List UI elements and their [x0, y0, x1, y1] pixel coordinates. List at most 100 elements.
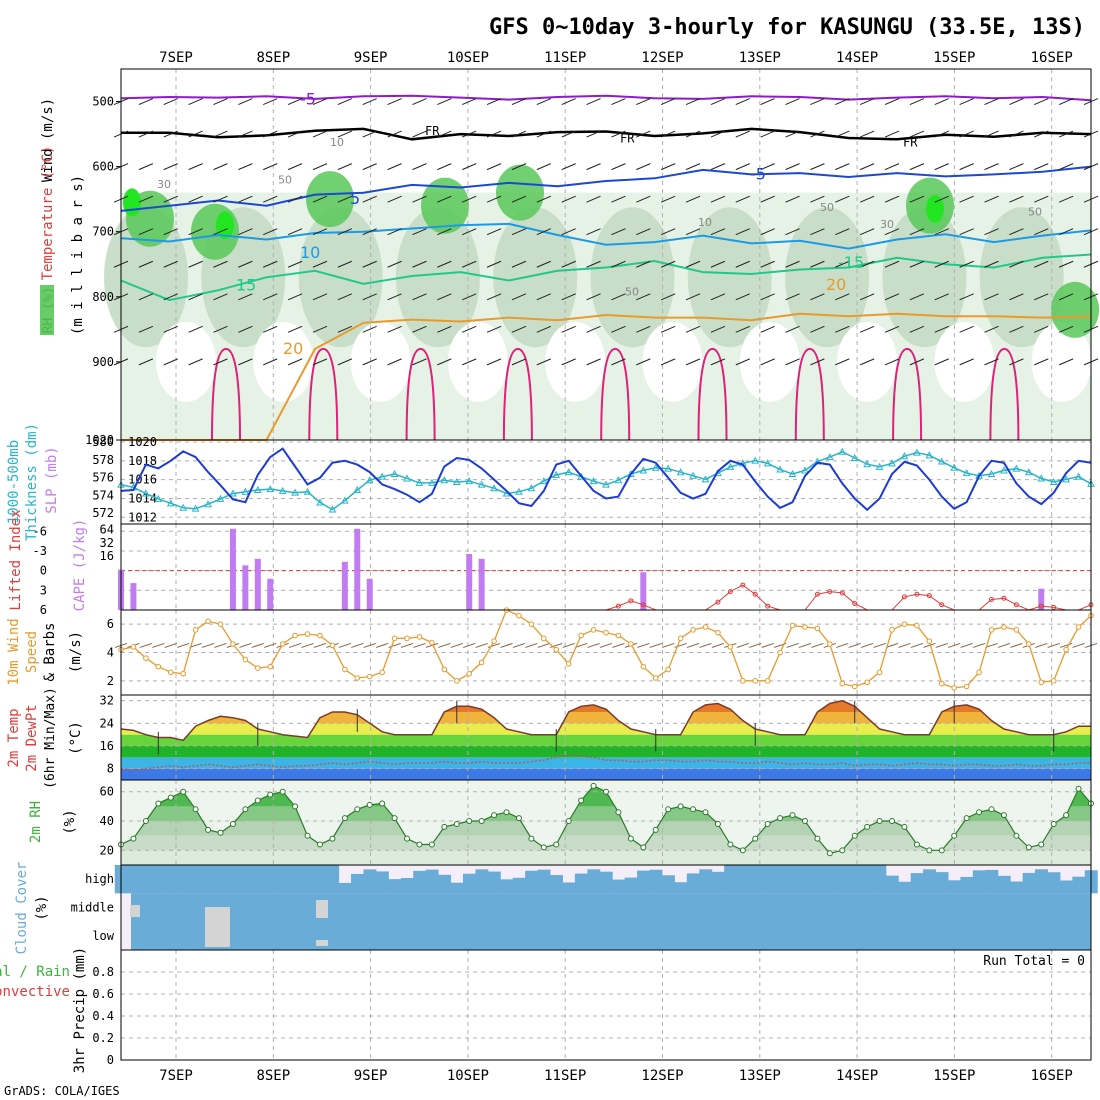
wind-barb	[785, 358, 800, 366]
wind-barb	[685, 325, 701, 333]
wind10m-barb	[599, 642, 613, 648]
precip-frame	[120, 949, 1092, 1061]
wind-barb	[387, 98, 402, 106]
wind10m-barb	[177, 642, 190, 648]
pressure-thickness-panel: 572 574 576 578 580 1012 1014 1016 1018 1020 1000-…	[6, 423, 1095, 541]
cloud-high-bar	[798, 865, 812, 894]
cloud-high-bar	[811, 865, 825, 894]
wind-barb	[462, 325, 477, 333]
pressure-tick-label: 500	[92, 95, 114, 109]
cloud-high-bar	[425, 869, 439, 894]
rh2m-point	[938, 847, 945, 854]
wind-barb	[511, 293, 527, 301]
lifted-index-point	[989, 597, 995, 603]
wind-barb	[536, 358, 552, 366]
wind-barb	[1034, 358, 1049, 366]
wind-barb	[636, 195, 651, 203]
wind-barb	[188, 98, 203, 106]
thickness-point	[701, 475, 710, 483]
wind-barb	[188, 293, 203, 301]
wind-barb	[984, 358, 999, 366]
thickness-point	[216, 494, 225, 502]
wind-speed-point	[789, 622, 796, 629]
wind-barb	[337, 260, 353, 268]
wind10m-barb	[189, 642, 202, 648]
isotherm-hot-loop	[211, 347, 241, 441]
wind-barb	[412, 358, 427, 366]
cloud-high-bar	[699, 869, 713, 894]
wind-tick-label: 4	[107, 646, 114, 660]
wind-barb	[486, 163, 502, 171]
axis-label-lifted-index: Lifted Index	[8, 509, 24, 610]
wind-barb	[287, 358, 303, 366]
wind10m-barb	[301, 642, 314, 648]
wind-barb	[536, 98, 552, 106]
wind-barb	[238, 293, 253, 301]
wind-barb	[586, 228, 601, 236]
wind-barb	[213, 130, 228, 138]
wind-barb	[486, 98, 502, 106]
wind-barb	[387, 195, 402, 203]
cloud-high-bar	[749, 865, 762, 894]
date-label-bottom: 16SEP	[1031, 1068, 1073, 1084]
rh-contour-label: 50	[820, 201, 834, 214]
wind-speed-point	[516, 612, 522, 619]
cloud-high-bar	[1035, 869, 1048, 894]
temp-bands	[121, 700, 1091, 780]
lifted-index-point	[1001, 595, 1007, 601]
cloud-high-bar	[214, 865, 228, 894]
wind-barb	[387, 325, 402, 333]
rh2m-point	[242, 806, 249, 813]
wind10m-barb	[923, 642, 936, 648]
wind-barb	[884, 293, 900, 301]
wind-barb	[412, 325, 427, 333]
wind-barb	[1009, 163, 1024, 171]
cloud-high-bar	[898, 881, 912, 894]
rh2m-point	[702, 809, 709, 816]
rh-contour-label: 10	[330, 136, 344, 149]
cloud-high-bar	[686, 873, 700, 894]
wind-barb	[835, 358, 850, 366]
wind-barb	[959, 98, 974, 106]
wind-barb	[1058, 130, 1074, 138]
wind-barb	[437, 358, 452, 366]
wind10m-barb	[885, 642, 899, 648]
wind10m-barb	[997, 642, 1011, 648]
cloud-high-bar	[624, 877, 638, 894]
rh-shade-bright	[926, 194, 944, 223]
wind-barb	[486, 260, 502, 268]
rh-contour-label: 50	[278, 174, 292, 187]
wind-barb	[1058, 325, 1074, 333]
rh2m-point	[814, 835, 821, 842]
wind-speed-point	[652, 675, 659, 681]
isotherm-line	[120, 165, 1092, 212]
thickness-line	[120, 450, 1092, 511]
rh-clear-area	[253, 321, 314, 402]
wind-speed-point	[901, 621, 908, 627]
wind-barb	[462, 358, 477, 366]
wind-barb	[760, 98, 775, 106]
wind-speed-point	[715, 629, 721, 636]
wind-barb	[909, 260, 925, 268]
wind-barb	[859, 358, 875, 366]
lifted-index-point	[1051, 604, 1057, 610]
wind-barb	[312, 293, 328, 301]
date-label-bottom: 13SEP	[739, 1068, 781, 1084]
rh-clear-area	[934, 321, 995, 402]
wind-barb	[312, 358, 328, 366]
thickness-point	[490, 484, 498, 492]
wind-barb	[536, 260, 552, 268]
wind-barb	[909, 195, 925, 203]
wind10m-barb	[1047, 642, 1060, 648]
rh-clear-area	[156, 321, 216, 402]
wind-barb	[561, 260, 576, 268]
wind-speed-point	[429, 639, 435, 646]
thickness-point	[937, 457, 946, 465]
wind-barb	[561, 195, 576, 203]
date-label-bottom: 10SEP	[447, 1068, 489, 1084]
wind-barb	[611, 130, 626, 138]
cloud-high-bar	[288, 865, 302, 894]
wind-barb	[337, 228, 353, 236]
wind10m-barb	[948, 642, 961, 648]
wind-barb	[735, 163, 750, 171]
